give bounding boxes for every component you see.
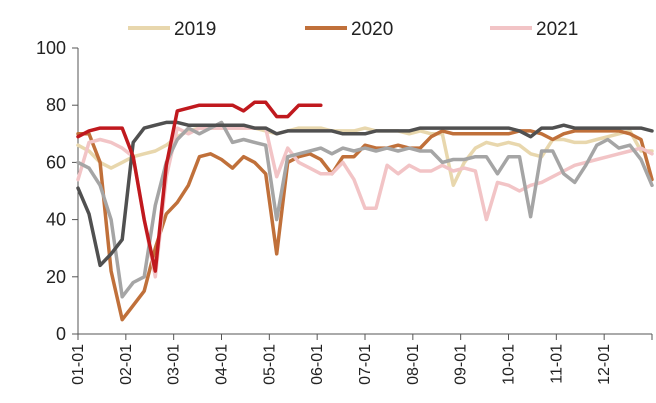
x-tick-label: 11-01	[548, 344, 565, 384]
x-axis: 01-01 02-01 03-01 04-01 05-01 06-01 07-01 08-01…	[70, 333, 653, 385]
y-tick-label: 100	[36, 38, 66, 58]
legend-label-2020: 2020	[351, 19, 393, 40]
x-tick-label: 04-01	[214, 344, 231, 385]
series-line-4	[76, 120, 654, 299]
y-tick-label: 40	[46, 210, 66, 230]
legend-label-2021: 2021	[536, 19, 578, 40]
x-tick-label: 08-01	[405, 344, 422, 385]
x-tick-label: 06-01	[309, 344, 326, 385]
x-tick-label: 05-01	[261, 344, 278, 385]
y-tick-label: 0	[56, 324, 66, 344]
x-tick-label: 07-01	[357, 344, 374, 385]
y-tick-label: 80	[46, 95, 66, 115]
plot-area	[76, 100, 654, 322]
x-tick-label: 10-01	[501, 344, 518, 385]
x-tick-label: 12-01	[596, 344, 613, 385]
chart-legend: 2019 2020 2021	[128, 19, 578, 40]
y-tick-label: 60	[46, 152, 66, 172]
y-tick-label: 20	[46, 267, 66, 287]
x-tick-label: 02-01	[118, 344, 135, 385]
legend-label-2019: 2019	[174, 19, 216, 40]
x-tick-label: 01-01	[70, 344, 87, 385]
series-line-6	[76, 100, 323, 273]
x-tick-label: 03-01	[166, 344, 183, 385]
series-line-2020	[76, 129, 654, 322]
x-tick-label: 09-01	[453, 344, 470, 385]
y-axis: 0 20 40 60 80 100	[36, 38, 79, 344]
